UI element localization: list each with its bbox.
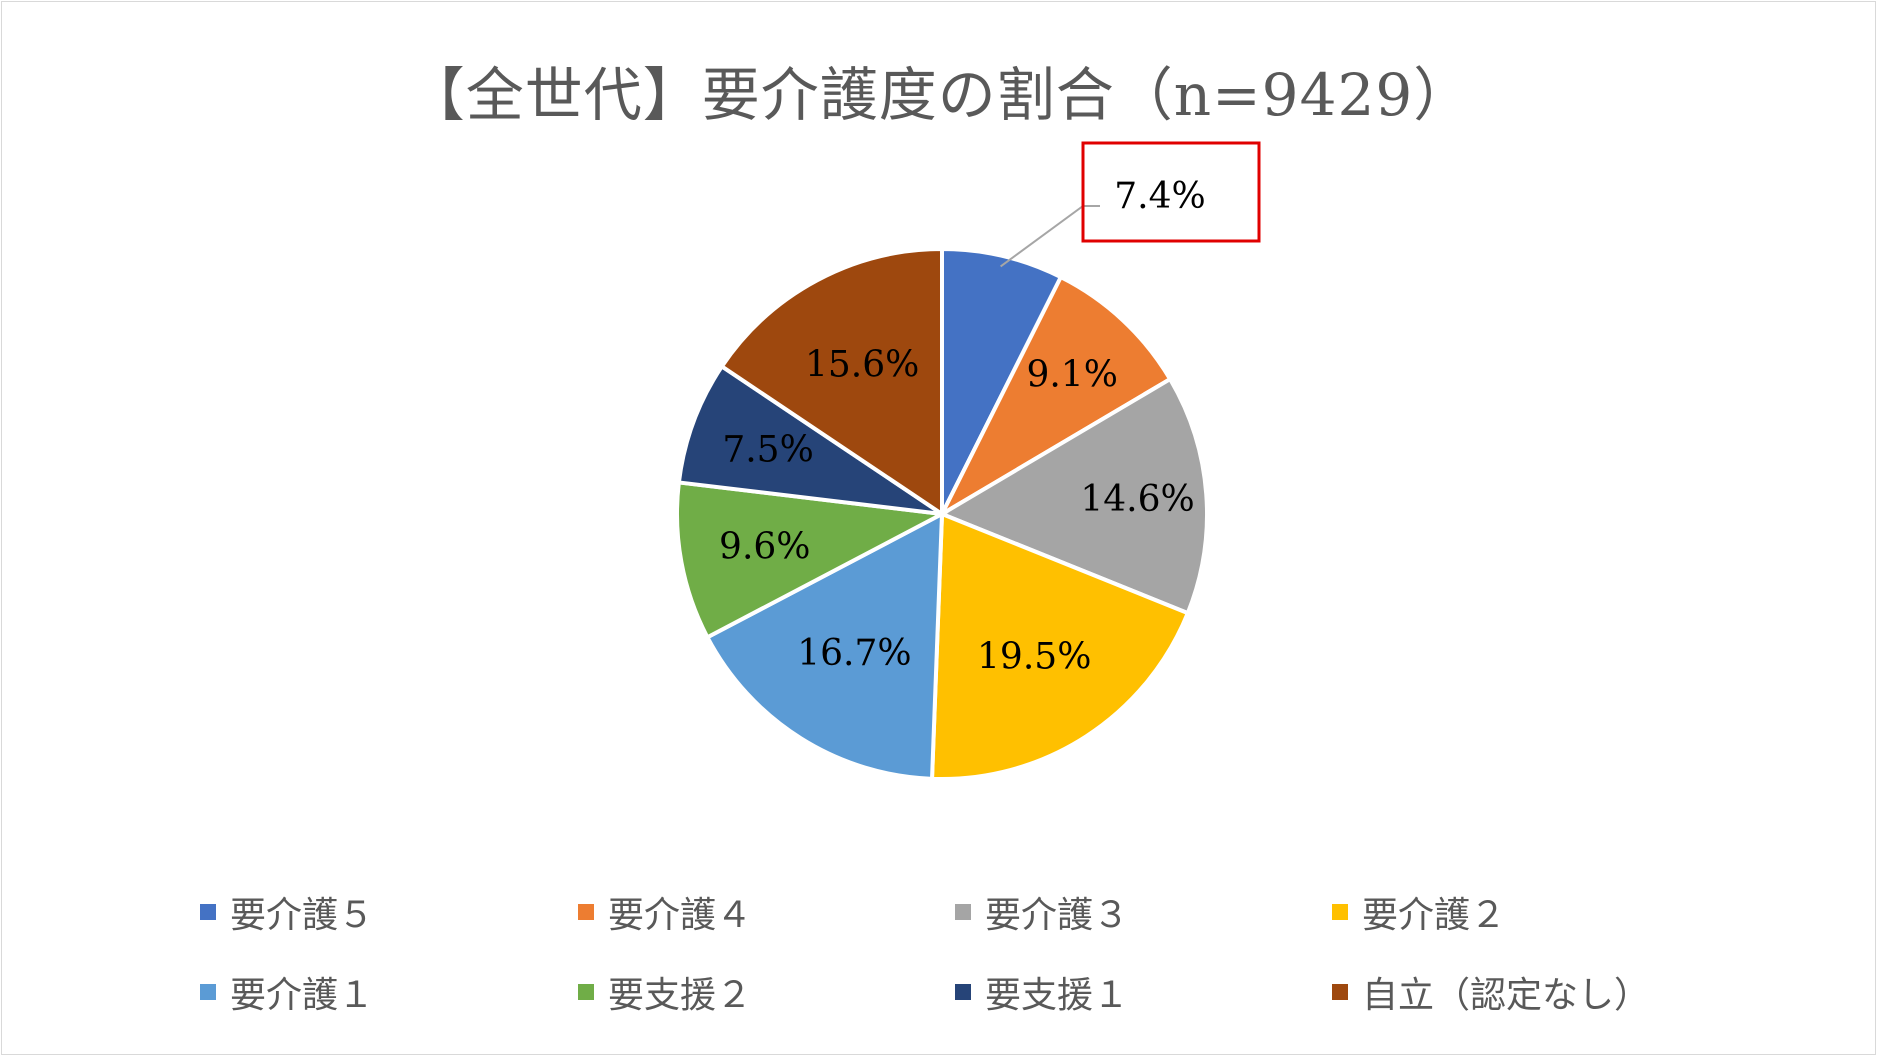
legend-label-1: 要介護５ [230, 895, 375, 936]
legend-label-6: 要支援２ [608, 975, 753, 1016]
legend-item-4: 要介護２ [1332, 890, 1506, 936]
slice-label-7: 7.5% [722, 430, 813, 471]
slice-label-6: 9.6% [719, 527, 810, 568]
legend-item-3: 要介護３ [955, 890, 1129, 936]
slice-label-1: 7.4% [1114, 176, 1205, 217]
legend-item-8: 自立（認定なし） [1332, 970, 1650, 1016]
legend-item-1: 要介護５ [200, 890, 374, 936]
highlight-box [1081, 141, 1261, 243]
legend-label-5: 要介護１ [230, 975, 375, 1016]
legend-label-4: 要介護２ [1362, 895, 1507, 936]
pie-slice-3 [937, 376, 1209, 616]
legend-item-6: 要支援２ [578, 970, 752, 1016]
pie-slice-5 [704, 510, 945, 781]
legend-item-7: 要支援１ [955, 970, 1129, 1016]
slice-label-2: 9.1% [1026, 355, 1117, 396]
legend-item-5: 要介護１ [200, 970, 374, 1016]
legend-swatch-5 [200, 984, 216, 1000]
legend-swatch-4 [1332, 904, 1348, 920]
pie-slice-6 [675, 480, 949, 640]
legend-swatch-7 [955, 984, 971, 1000]
pie-slice-1 [940, 246, 1064, 515]
legend-swatch-6 [578, 984, 594, 1000]
legend-swatch-8 [1332, 984, 1348, 1000]
pie-slice-8 [719, 246, 944, 518]
legend-label-7: 要支援１ [985, 975, 1130, 1016]
legend-label-2: 要介護４ [608, 895, 753, 936]
slice-label-3: 14.6% [1080, 479, 1194, 520]
legend-label-3: 要介護３ [985, 895, 1130, 936]
legend-label-8: 自立（認定なし） [1362, 975, 1651, 1016]
legend-swatch-3 [955, 904, 971, 920]
pie-slice-2 [937, 274, 1173, 520]
legend-swatch-2 [578, 904, 594, 920]
legend-item-2: 要介護４ [578, 890, 752, 936]
slice-label-8: 15.6% [805, 344, 919, 385]
chart-title: 【全世代】要介護度の割合（n=9429） [406, 61, 1473, 129]
pie-slice-4 [929, 511, 1191, 781]
slice-label-4: 19.5% [977, 636, 1091, 677]
pie-slice-7 [676, 363, 944, 516]
legend-swatch-1 [200, 904, 216, 920]
slice-label-5: 16.7% [797, 633, 911, 674]
